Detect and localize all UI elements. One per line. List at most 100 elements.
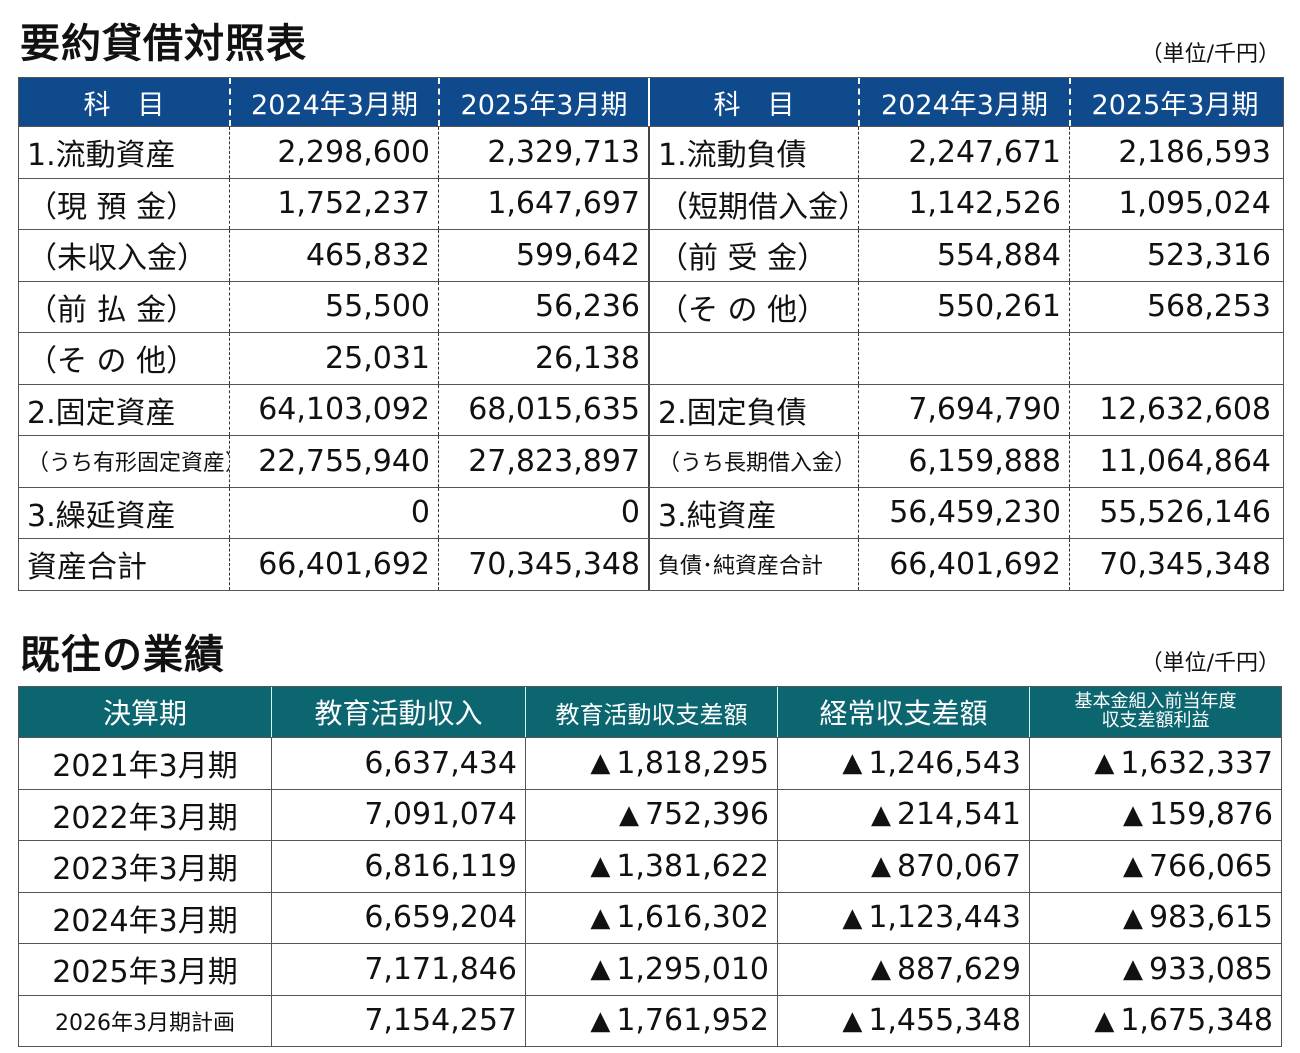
table-row: 2021年3月期 6,637,434 ▲ 1,818,295 ▲ 1,246,543 ▲ 1,… (19, 737, 1281, 789)
amount-value: 159,876 (1148, 797, 1273, 833)
account-label: （短期借入金） (648, 178, 858, 229)
amount-cell: 68,015,635 (438, 384, 648, 435)
account-label: （現 預 金） (27, 189, 197, 225)
account-label: 1.流動資産 (27, 138, 176, 174)
amount-cell: 554,884 (858, 230, 1069, 281)
performance-table: 決算期 教育活動収入 教育活動収支差額 経常収支差額 基本金組入前当年度 収支差… (18, 686, 1282, 1047)
negative-amount-cell: ▲ 1,632,337 (1029, 738, 1281, 789)
account-label: 2.固定資産 (27, 395, 176, 431)
amount-cell: 70,345,348 (438, 539, 648, 590)
header-cell: 2024年3月期 (858, 78, 1069, 126)
negative-triangle-icon: ▲ (870, 799, 891, 830)
amount-cell: 523,316 (1069, 230, 1279, 281)
amount-cell: 66,401,692 (858, 539, 1069, 590)
amount-cell: 70,345,348 (1069, 539, 1279, 590)
amount-cell: 2,329,713 (438, 127, 648, 178)
amount-value: 766,065 (1148, 848, 1273, 884)
amount-cell: 2,298,600 (229, 127, 438, 178)
amount-value: 1,818,295 (616, 745, 769, 781)
period-label: 2024年3月期 (52, 903, 238, 939)
amount-cell: 1,752,237 (229, 178, 438, 229)
table-body: 1.流動資産 2,298,600 2,329,713 1.流動負債 2,247,671 2… (19, 126, 1283, 590)
negative-amount-cell: ▲ 1,675,348 (1029, 995, 1281, 1046)
account-label: （前 受 金） (648, 230, 858, 281)
period-label: 2021年3月期 (52, 749, 238, 785)
negative-triangle-icon: ▲ (1122, 902, 1143, 933)
table-row: （うち有形固定資産） 22,755,940 27,823,897 （うち長期借入金） 6… (19, 435, 1283, 487)
negative-amount-cell: ▲ 1,818,295 (525, 738, 777, 789)
amount-cell: 26,138 (438, 333, 648, 384)
negative-amount-cell: ▲ 1,616,302 (525, 892, 777, 943)
header-line-1: 基本金組入前当年度 (1074, 691, 1237, 713)
negative-amount-cell: ▲ 887,629 (777, 944, 1029, 995)
amount-cell: 1,095,024 (1069, 178, 1279, 229)
negative-triangle-icon: ▲ (1122, 799, 1143, 830)
table-body: 2021年3月期 6,637,434 ▲ 1,818,295 ▲ 1,246,543 ▲ 1,… (19, 737, 1281, 1046)
account-label: 3.繰延資産 (27, 498, 176, 534)
amount-value: 983,615 (1148, 900, 1273, 936)
negative-triangle-icon: ▲ (842, 1005, 863, 1036)
negative-triangle-icon: ▲ (1094, 1005, 1115, 1036)
negative-triangle-icon: ▲ (842, 748, 863, 779)
negative-amount-cell: ▲ 933,085 (1029, 944, 1281, 995)
amount-cell: 25,031 (229, 333, 438, 384)
account-label: （そ の 他） (27, 344, 197, 380)
negative-amount-cell: ▲ 1,381,622 (525, 841, 777, 892)
account-label: 3.純資産 (648, 487, 858, 538)
negative-amount-cell: ▲ 1,761,952 (525, 995, 777, 1046)
table-row: 1.流動資産 2,298,600 2,329,713 1.流動負債 2,247,671 2… (19, 126, 1283, 178)
negative-triangle-icon: ▲ (590, 954, 611, 985)
amount-value: 752,396 (644, 797, 769, 833)
amount-cell: 7,154,257 (271, 995, 525, 1046)
amount-value: 870,067 (896, 848, 1021, 884)
amount-value: 1,675,348 (1120, 1003, 1273, 1039)
account-label: 2.固定負債 (648, 384, 858, 435)
table-row: 資産合計 66,401,692 70,345,348 負債･純資産合計 66,401,6… (19, 538, 1283, 590)
header-cell: 2025年3月期 (1069, 78, 1279, 126)
amount-value: 933,085 (1148, 951, 1273, 987)
negative-triangle-icon: ▲ (618, 799, 639, 830)
table-row: 3.繰延資産 0 0 3.純資産 56,459,230 55,526,146 (19, 486, 1283, 538)
amount-cell: 1,647,697 (438, 178, 648, 229)
negative-triangle-icon: ▲ (590, 748, 611, 779)
amount-cell: 0 (229, 487, 438, 538)
negative-triangle-icon: ▲ (1122, 851, 1143, 882)
account-label: 負債･純資産合計 (648, 539, 858, 590)
amount-value: 1,761,952 (616, 1003, 769, 1039)
amount-cell: 11,064,864 (1069, 436, 1279, 487)
negative-amount-cell: ▲ 214,541 (777, 789, 1029, 840)
amount-cell: 12,632,608 (1069, 384, 1279, 435)
negative-amount-cell: ▲ 1,246,543 (777, 738, 1029, 789)
header-line-2: 収支差額利益 (1101, 710, 1210, 731)
amount-cell: 22,755,940 (229, 436, 438, 487)
table-header: 決算期 教育活動収入 教育活動収支差額 経常収支差額 基本金組入前当年度 収支差… (19, 687, 1281, 737)
header-cell-two-line: 基本金組入前当年度 収支差額利益 (1029, 687, 1281, 737)
negative-amount-cell: ▲ 766,065 (1029, 841, 1281, 892)
amount-cell (1069, 333, 1279, 384)
performance-unit: （単位/千円） (1140, 651, 1280, 676)
header-cell: 2024年3月期 (229, 78, 438, 126)
header-cell: 科 目 (83, 89, 165, 121)
table-row: 2024年3月期 6,659,204 ▲ 1,616,302 ▲ 1,123,443 ▲ 98… (19, 891, 1281, 943)
negative-triangle-icon: ▲ (842, 902, 863, 933)
balance-sheet-table: 科 目 2024年3月期 2025年3月期 科 目 2024年3月期 2025年… (18, 77, 1284, 591)
table-row: 2.固定資産 64,103,092 68,015,635 2.固定負債 7,694,79… (19, 383, 1283, 435)
amount-cell: 6,159,888 (858, 436, 1069, 487)
negative-triangle-icon: ▲ (590, 1005, 611, 1036)
negative-triangle-icon: ▲ (1094, 748, 1115, 779)
negative-triangle-icon: ▲ (870, 851, 891, 882)
amount-value: 1,381,622 (616, 848, 769, 884)
amount-cell: 465,832 (229, 230, 438, 281)
performance-title: 既往の業績 (20, 632, 225, 678)
amount-cell: 6,816,119 (271, 841, 525, 892)
amount-cell: 6,659,204 (271, 892, 525, 943)
header-cell: 決算期 (102, 697, 187, 730)
account-label: 1.流動負債 (648, 127, 858, 178)
table-header: 科 目 2024年3月期 2025年3月期 科 目 2024年3月期 2025年… (19, 78, 1283, 126)
table-row: （前 払 金） 55,500 56,236 （そ の 他） 550,261 568,253 (19, 280, 1283, 332)
account-label: （未収入金） (27, 241, 207, 277)
table-row: 2026年3月期計画 7,154,257 ▲ 1,761,952 ▲ 1,455,348 ▲… (19, 994, 1281, 1046)
amount-cell: 568,253 (1069, 281, 1279, 332)
table-row: 2022年3月期 7,091,074 ▲ 752,396 ▲ 214,541 ▲ 159,87… (19, 788, 1281, 840)
amount-cell: 6,637,434 (271, 738, 525, 789)
